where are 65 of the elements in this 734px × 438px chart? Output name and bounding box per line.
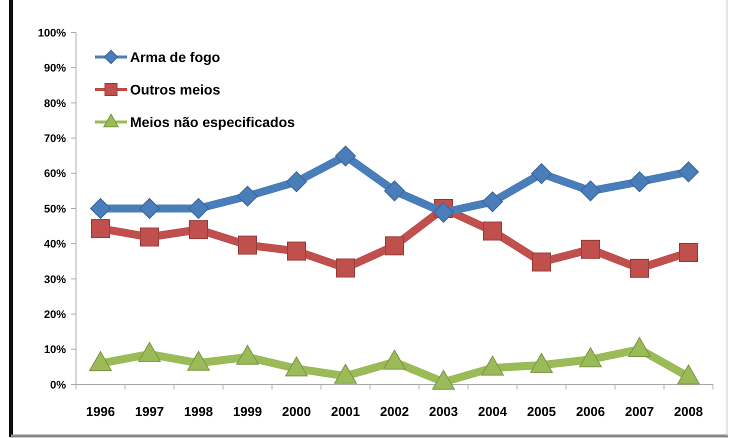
point xyxy=(530,352,553,373)
point xyxy=(189,220,208,240)
x-tick-label: 2001 xyxy=(331,404,360,419)
x-tick-label: 2006 xyxy=(576,404,605,419)
point xyxy=(630,258,649,278)
legend-label: Meios não especificados xyxy=(130,114,296,130)
point xyxy=(286,171,307,192)
point xyxy=(188,198,209,219)
point xyxy=(482,191,503,212)
x-tick-label: 2003 xyxy=(429,404,458,419)
point xyxy=(579,347,602,368)
point xyxy=(138,342,161,362)
x-tick-label: 2007 xyxy=(625,404,654,419)
point xyxy=(285,356,308,376)
y-tick-label: 20% xyxy=(44,308,66,321)
legend-label: Outros meios xyxy=(130,81,220,98)
y-tick-label: 10% xyxy=(44,344,66,356)
point xyxy=(384,180,405,202)
point xyxy=(481,356,504,376)
y-tick-label: 50% xyxy=(44,203,66,216)
y-tick-label: 60% xyxy=(44,168,66,180)
point xyxy=(139,198,160,219)
point xyxy=(581,240,600,259)
point xyxy=(383,350,406,370)
x-tick-label: 1999 xyxy=(233,404,262,419)
point xyxy=(236,344,259,365)
point xyxy=(287,242,306,261)
y-tick-label: 100% xyxy=(38,27,66,40)
point xyxy=(140,228,159,247)
y-tick-label: 70% xyxy=(44,132,66,145)
x-tick-label: 2004 xyxy=(478,404,508,419)
point xyxy=(531,163,552,184)
y-tick-label: 80% xyxy=(44,98,66,110)
legend-label: Arma de fogo xyxy=(130,48,220,65)
point xyxy=(238,236,257,255)
point xyxy=(532,252,551,272)
y-tick-label: 30% xyxy=(44,274,66,286)
y-tick-label: 90% xyxy=(44,62,66,75)
point xyxy=(90,198,111,219)
point xyxy=(336,258,355,278)
point xyxy=(628,337,651,357)
point xyxy=(678,161,699,182)
x-tick-label: 1996 xyxy=(86,404,115,419)
point xyxy=(385,236,404,256)
point xyxy=(89,351,112,372)
point xyxy=(237,186,258,207)
x-tick-label: 2005 xyxy=(527,404,556,419)
point xyxy=(335,146,356,166)
point xyxy=(433,202,454,223)
y-tick-label: 0% xyxy=(50,379,66,392)
point xyxy=(677,364,700,384)
point xyxy=(91,219,110,238)
x-tick-label: 2002 xyxy=(380,404,409,419)
point xyxy=(432,370,455,390)
x-tick-label: 1997 xyxy=(135,404,164,419)
x-tick-label: 1998 xyxy=(184,404,213,419)
y-tick-label: 40% xyxy=(44,238,66,251)
point xyxy=(334,364,357,384)
point xyxy=(629,171,650,192)
point xyxy=(679,243,698,262)
x-tick-label: 2008 xyxy=(674,404,703,419)
point xyxy=(483,222,502,241)
x-tick-label: 2000 xyxy=(282,404,311,419)
point xyxy=(580,180,601,202)
point xyxy=(187,350,210,371)
